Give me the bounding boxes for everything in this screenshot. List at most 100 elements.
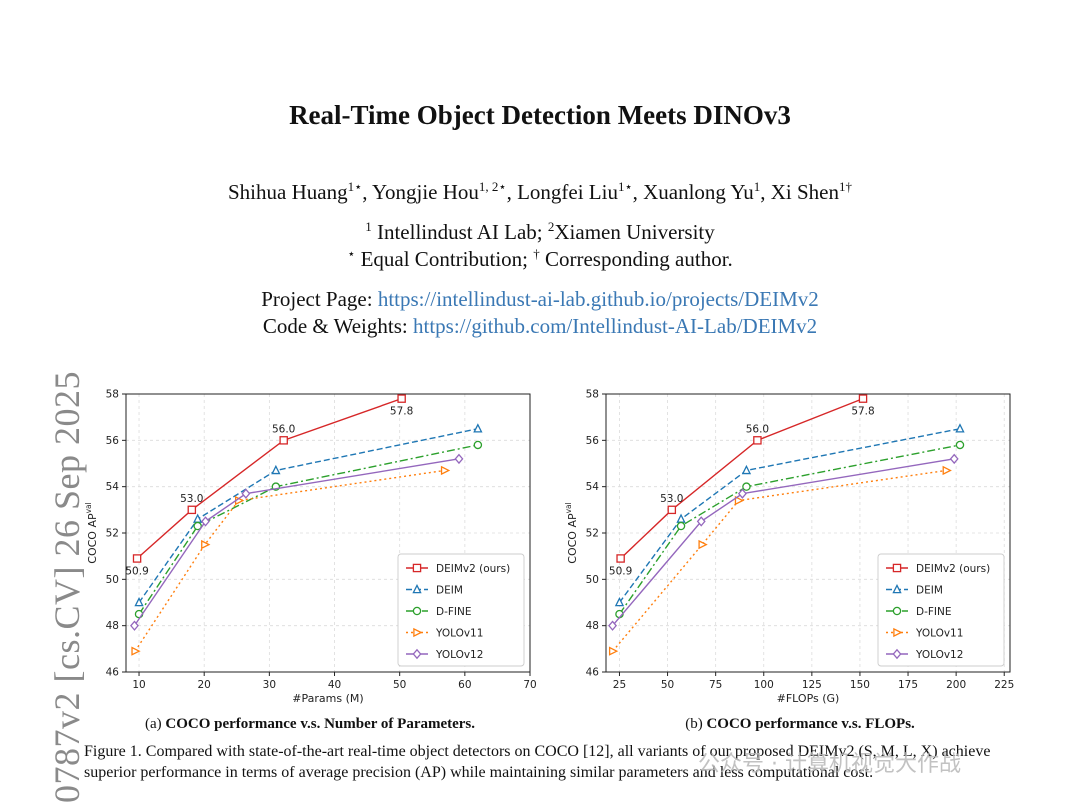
data-point [473, 423, 483, 433]
x-tick-label: 10 [132, 679, 145, 691]
author-name: Shihua Huang [228, 180, 348, 204]
data-point [440, 465, 451, 476]
y-axis-label-superscript: val [84, 502, 93, 513]
legend-label: DEIM [916, 585, 943, 597]
series-line [138, 444, 479, 615]
data-point [949, 453, 959, 465]
x-axis-label: #Params (M) [292, 692, 363, 705]
legend-label: D-FINE [916, 606, 952, 618]
legend-label: YOLOv12 [915, 649, 963, 661]
affiliation-text: Intellindust AI Lab; [371, 220, 548, 244]
data-point [698, 539, 708, 550]
y-tick-label: 54 [586, 481, 600, 493]
data-point [696, 516, 706, 527]
y-tick-label: 52 [586, 528, 599, 540]
data-point [454, 453, 464, 465]
data-point [134, 596, 144, 607]
data-point [942, 465, 952, 476]
chart-flops: 25 50 75 100 125 150 175 200 225 46 48 50 52 54 56 58 #F… [560, 380, 1030, 715]
y-tick-label: 48 [106, 620, 119, 632]
x-tick-label: 60 [458, 679, 471, 691]
data-point [130, 620, 139, 631]
subcaption-b-text: COCO performance v.s. FLOPs. [706, 716, 915, 732]
note-mark: ⋆ [347, 246, 356, 261]
project-page-line: Project Page: https://intellindust-ai-la… [0, 287, 1080, 312]
legend-marker [412, 606, 422, 616]
affiliations: 1 Intellindust AI Lab; 2Xiamen Universit… [0, 220, 1080, 245]
legend-label: DEIM [436, 585, 463, 597]
x-tick-label: 50 [661, 679, 674, 691]
series-deim [614, 423, 965, 607]
data-label: 57.8 [390, 406, 413, 418]
x-tick-label: 175 [898, 679, 918, 691]
note-mark: † [533, 246, 540, 261]
series-yolov11 [608, 465, 952, 656]
data-point [397, 394, 406, 403]
series-deimv2-ours- [616, 394, 868, 563]
series-line [136, 397, 402, 560]
series-line [618, 428, 961, 603]
y-tick-label: 56 [586, 435, 600, 447]
legend-label: DEIMv2 (ours) [916, 563, 990, 575]
legend-label: D-FINE [436, 606, 472, 618]
legend-label: YOLOv11 [435, 628, 483, 640]
data-point [734, 495, 745, 506]
data-label: 53.0 [660, 493, 683, 505]
project-page-label: Project Page: [261, 287, 378, 311]
x-tick-label: 225 [994, 679, 1014, 691]
data-point [132, 554, 142, 563]
legend-marker [413, 627, 423, 638]
series-yolov12 [608, 453, 959, 631]
subcaption-a-text: COCO performance v.s. Number of Paramete… [165, 716, 476, 732]
author-affiliation-mark: 1⋆ [617, 179, 633, 194]
data-point [473, 440, 483, 450]
series-line [620, 397, 864, 559]
y-tick-label: 56 [106, 435, 120, 447]
data-point [955, 440, 965, 450]
series-line [134, 469, 445, 652]
data-label: 50.9 [125, 565, 148, 577]
legend-marker [892, 583, 902, 594]
series-deimv2-ours- [132, 394, 406, 563]
legend-box [397, 553, 525, 667]
x-tick-label: 50 [393, 679, 406, 691]
x-tick-label: 20 [198, 679, 211, 691]
chart-params-svg: 10 20 30 40 50 60 70 46 48 50 52 54 56 58 #Params (M) C… [84, 389, 537, 706]
y-tick-label: 48 [586, 620, 599, 632]
y-axis-label: COCO APval [84, 502, 99, 563]
author-name: Xi Shen [770, 180, 839, 204]
subcaption-a: (a) COCO performance v.s. Number of Para… [50, 716, 570, 733]
legend-marker [412, 583, 422, 594]
series-line [133, 458, 460, 627]
code-link[interactable]: https://github.com/Intellindust-AI-Lab/D… [412, 314, 818, 338]
data-point [741, 464, 752, 475]
legend-marker [892, 606, 902, 616]
data-point [131, 646, 141, 656]
note-text: Corresponding author. [539, 247, 733, 271]
author-list: Shihua Huang1⋆, Yongjie Hou1, 2⋆, Longfe… [228, 179, 852, 204]
project-page-link[interactable]: https://intellindust-ai-lab.github.io/pr… [377, 287, 819, 311]
y-tick-label: 46 [106, 667, 120, 679]
series-line [618, 444, 961, 615]
affiliation-mark: 2 [547, 219, 555, 234]
data-point [614, 596, 625, 607]
author-name: Yongjie Hou [371, 180, 479, 204]
series-line [612, 458, 955, 627]
legend-label: DEIMv2 (ours) [436, 563, 510, 575]
data-point [753, 436, 762, 445]
data-point [667, 505, 677, 515]
note-text: Equal Contribution; [355, 247, 534, 271]
x-tick-label: 70 [523, 679, 536, 691]
y-tick-label: 46 [586, 667, 600, 679]
data-point [616, 554, 625, 563]
chart-params: 10 20 30 40 50 60 70 46 48 50 52 54 56 58 #Params (M) C… [80, 380, 550, 715]
y-tick-label: 58 [106, 389, 119, 401]
legend-marker [412, 563, 422, 573]
data-point [201, 516, 210, 527]
legend-marker [893, 627, 903, 638]
x-tick-label: 100 [754, 679, 774, 691]
series-yolov12 [130, 453, 464, 631]
y-tick-label: 58 [586, 389, 599, 401]
affiliation-mark: 1 [365, 219, 372, 234]
x-axis-label: #FLOPs (G) [777, 692, 840, 705]
